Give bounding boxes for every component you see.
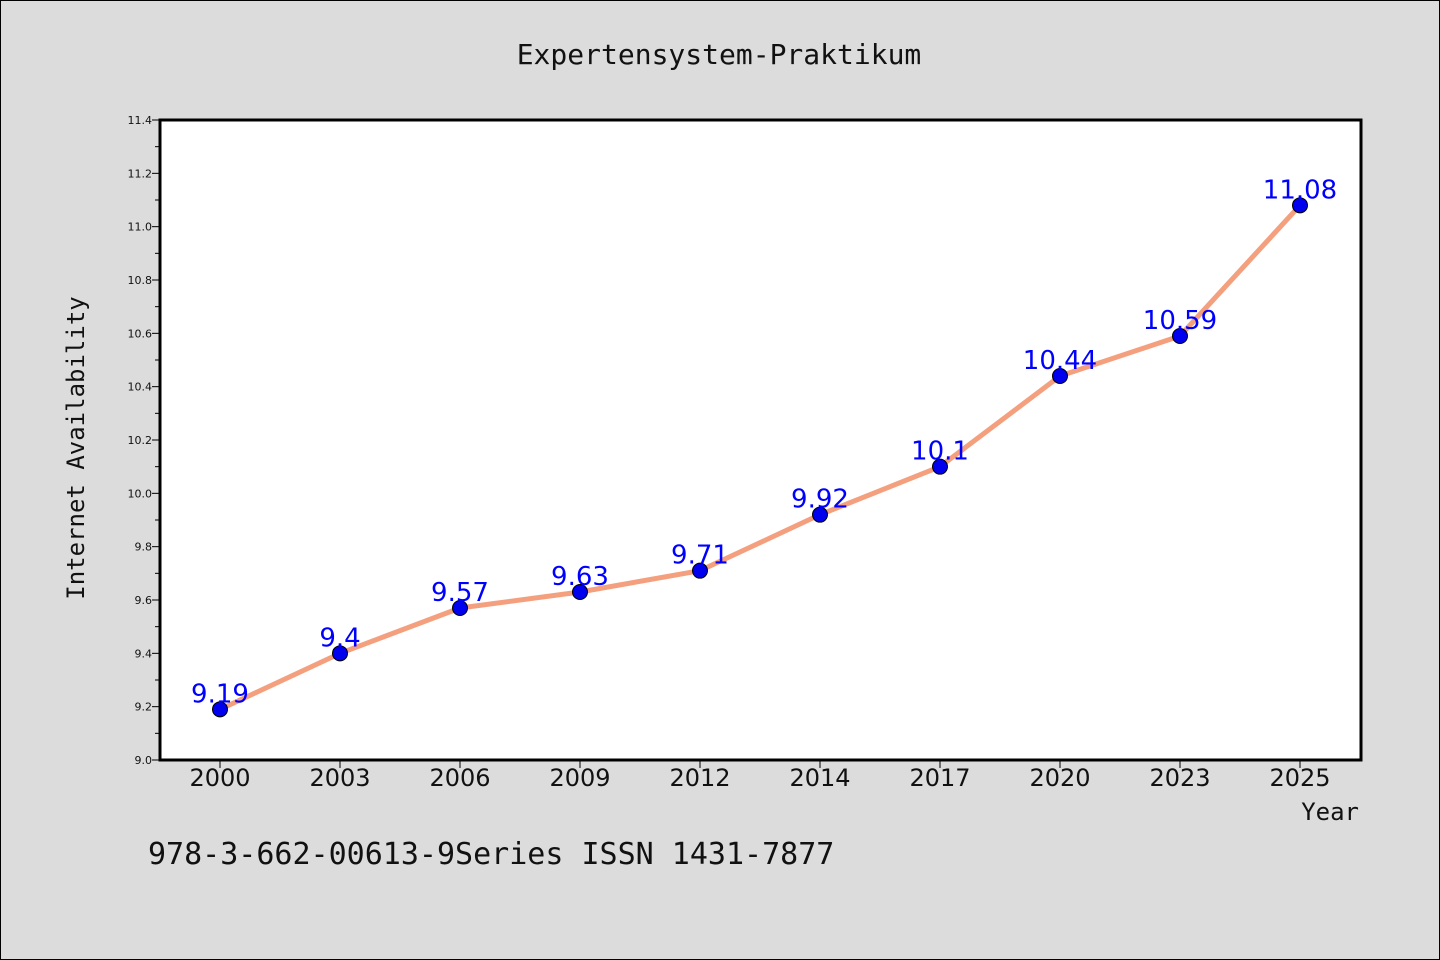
data-label: 11.08 [1263, 175, 1337, 205]
data-label: 10.1 [911, 437, 969, 467]
series-group [212, 197, 1308, 718]
y-tick-label: 9.6 [135, 594, 153, 607]
data-point [932, 458, 948, 475]
x-axis: 2000 2003 2006 2009 2012 2014 2017 2020 2023 2025 [189, 760, 1331, 792]
x-tick-label: 2003 [309, 764, 370, 792]
x-tick-label: 2012 [669, 764, 730, 792]
data-point [812, 506, 828, 523]
y-tick-label: 10.2 [128, 434, 153, 447]
x-tick-label: 2009 [549, 764, 610, 792]
data-point [1172, 328, 1188, 344]
y-tick-label: 9.0 [135, 754, 153, 767]
data-label: 9.63 [551, 562, 609, 592]
x-tick-label: 2025 [1269, 764, 1330, 792]
data-label: 9.71 [671, 541, 729, 571]
y-axis: 9.0 9.2 9.4 9.6 9.8 10.0 10.2 10.4 10.6 10.8 11.0 1… [128, 114, 160, 767]
y-tick-label: 11.4 [128, 114, 153, 127]
data-label: 10.44 [1023, 346, 1097, 376]
data-point [692, 562, 708, 579]
y-tick-label: 10.6 [128, 327, 153, 340]
data-point [572, 584, 588, 600]
x-axis-label: Year [1301, 798, 1359, 826]
x-tick-label: 2020 [1029, 764, 1090, 792]
x-tick-label: 2017 [909, 764, 970, 792]
y-tick-label: 9.4 [135, 647, 153, 660]
y-tick-label: 9.8 [135, 541, 153, 554]
data-label: 9.4 [319, 623, 360, 653]
data-point [1292, 197, 1308, 214]
data-point [332, 645, 348, 662]
y-tick-label: 11.0 [128, 221, 153, 234]
data-label: 9.57 [431, 578, 489, 608]
x-tick-label: 2023 [1149, 764, 1210, 792]
plot-area [158, 118, 1363, 762]
y-tick-label: 10.0 [128, 487, 153, 500]
y-tick-label: 9.2 [135, 701, 153, 714]
data-point [452, 600, 468, 616]
x-tick-label: 2000 [189, 764, 250, 792]
series-line [217, 202, 1303, 712]
footer-text: 978-3-662-00613-9Series ISSN 1431-7877 [148, 837, 834, 872]
chart-title: Expertensystem-Praktikum [517, 38, 922, 71]
data-label: 10.59 [1143, 306, 1217, 336]
data-label: 9.19 [191, 679, 249, 709]
x-tick-label: 2014 [789, 764, 850, 792]
y-axis-label: Internet Availability [62, 296, 90, 599]
x-tick-label: 2006 [429, 764, 490, 792]
data-point [1052, 368, 1068, 384]
y-tick-label: 11.2 [128, 167, 153, 180]
data-label: 9.92 [791, 485, 849, 515]
data-point [212, 701, 228, 718]
y-tick-label: 10.4 [128, 381, 153, 394]
y-tick-label: 10.8 [128, 274, 153, 287]
data-labels: 9.19 9.4 9.57 9.63 9.71 9.92 10.1 10.44 10.59 11.… [191, 175, 1337, 709]
